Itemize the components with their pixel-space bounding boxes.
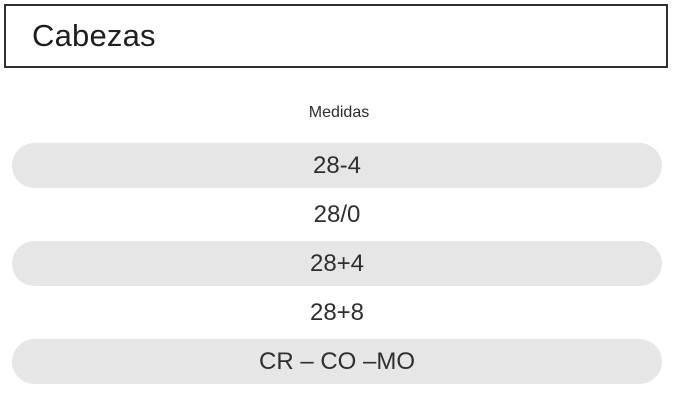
measure-item-28-minus-4: 28-4 [12, 143, 662, 188]
section-label: Medidas [308, 104, 370, 121]
measure-label: 28-4 [312, 151, 362, 179]
measure-label: 28/0 [313, 200, 361, 228]
measure-label: 28+8 [309, 298, 365, 326]
title-box: Cabezas [4, 4, 668, 68]
measure-label: 28+4 [309, 249, 365, 277]
measure-label: CR – CO –MO [258, 347, 416, 375]
page-title: Cabezas [32, 18, 156, 53]
measure-item-28-plus-4: 28+4 [12, 241, 662, 286]
measure-item-28-0: 28/0 [12, 192, 662, 237]
measures-list: 28-4 28/0 28+4 28+8 CR – CO –MO [12, 143, 662, 384]
measure-item-28-plus-8: 28+8 [12, 290, 662, 335]
measure-item-cr-co-mo: CR – CO –MO [12, 339, 662, 384]
